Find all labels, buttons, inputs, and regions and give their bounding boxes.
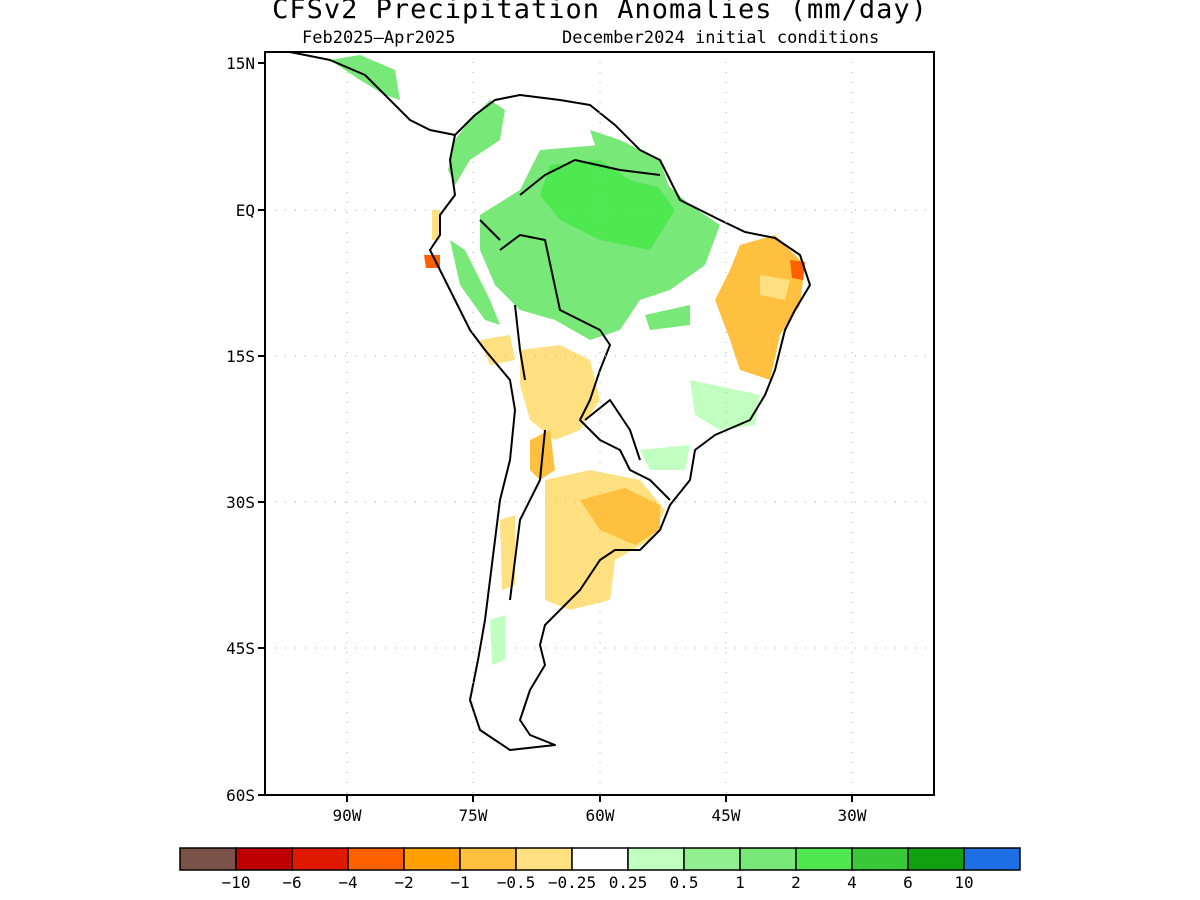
colorbar-swatch bbox=[795, 847, 853, 871]
guiana-wet-region bbox=[590, 130, 670, 190]
colorbar-tick-label: −10 bbox=[222, 873, 251, 892]
colorbar-swatch bbox=[179, 847, 237, 871]
peru-dry-strip bbox=[432, 210, 440, 240]
colorbar: −10 −6 −4 −2 −1 −0.5 −0.25 0.25 0.5 1 2 4 6 10 bbox=[179, 847, 1021, 892]
lat-label: EQ bbox=[236, 201, 255, 220]
colorbar-tick-label: 0.5 bbox=[670, 873, 699, 892]
latitude-axis: 15N EQ 15S 30S 45S 60S bbox=[226, 54, 265, 805]
colorbar-tick-label: 2 bbox=[791, 873, 801, 892]
colorbar-swatch bbox=[963, 847, 1021, 871]
lat-label: 45S bbox=[226, 639, 255, 658]
colorbar-swatch bbox=[291, 847, 349, 871]
colorbar-tick-label: −2 bbox=[394, 873, 413, 892]
colorbar-swatch bbox=[851, 847, 909, 871]
forecast-period: Feb2025–Apr2025 bbox=[302, 28, 456, 48]
longitude-axis: 90W 75W 60W 45W 30W bbox=[333, 795, 867, 825]
colorbar-tick-label: 1 bbox=[735, 873, 745, 892]
lon-label: 45W bbox=[712, 806, 741, 825]
colorbar-tick-label: −1 bbox=[450, 873, 469, 892]
lon-label: 90W bbox=[333, 806, 362, 825]
colorbar-swatch bbox=[347, 847, 405, 871]
lon-label: 30W bbox=[838, 806, 867, 825]
lat-label: 60S bbox=[226, 786, 255, 805]
colorbar-swatch bbox=[571, 847, 629, 871]
anomaly-shading bbox=[330, 55, 805, 665]
central-america-wet-region bbox=[330, 55, 400, 100]
colorbar-swatch bbox=[515, 847, 573, 871]
southern-dry-region bbox=[545, 470, 665, 610]
colorbar-swatch bbox=[403, 847, 461, 871]
colorbar-swatch bbox=[739, 847, 797, 871]
bolivia-dry-patch bbox=[480, 335, 515, 365]
patagonia-wet-strip bbox=[490, 615, 505, 665]
colorbar-tick-label: 6 bbox=[903, 873, 913, 892]
coastlines bbox=[289, 52, 811, 751]
northeast-dry-core bbox=[760, 275, 790, 300]
northeast-dry-edge bbox=[790, 260, 805, 280]
colorbar-tick-label: −0.5 bbox=[497, 873, 536, 892]
east-wet-patch bbox=[645, 305, 690, 330]
initial-conditions: December2024 initial conditions bbox=[562, 28, 880, 48]
southeast-wet-patch bbox=[690, 380, 760, 430]
colorbar-tick-label: 0.25 bbox=[609, 873, 648, 892]
central-america-coastline bbox=[289, 52, 456, 136]
colorbar-tick-label: 4 bbox=[847, 873, 857, 892]
chile-dry-strip bbox=[500, 515, 515, 590]
colorbar-tick-label: 10 bbox=[954, 873, 973, 892]
lat-label: 30S bbox=[226, 493, 255, 512]
lon-label: 60W bbox=[586, 806, 615, 825]
colorbar-swatch bbox=[683, 847, 741, 871]
andes-borders bbox=[479, 219, 641, 601]
lat-label: 15N bbox=[226, 54, 255, 73]
colorbar-tick-label: −6 bbox=[282, 873, 301, 892]
south-wet-patch bbox=[640, 445, 690, 470]
colorbar-tick-label: −4 bbox=[338, 873, 357, 892]
colorbar-swatch bbox=[907, 847, 965, 871]
colorbar-swatch bbox=[235, 847, 293, 871]
peru-dry-patch bbox=[424, 255, 440, 268]
chaco-dry-region bbox=[520, 345, 600, 440]
andes-wet-strip bbox=[450, 240, 500, 325]
lon-label: 75W bbox=[459, 806, 488, 825]
northeast-brazil-dry-region bbox=[715, 235, 805, 380]
brazil-border bbox=[499, 159, 671, 501]
lat-label: 15S bbox=[226, 347, 255, 366]
colorbar-swatch bbox=[459, 847, 517, 871]
northwest-wet-region bbox=[448, 100, 505, 185]
colorbar-tick-label: −0.25 bbox=[548, 873, 596, 892]
colorbar-swatch bbox=[627, 847, 685, 871]
south-america-coastline bbox=[429, 94, 811, 751]
map-title: CFSv2 Precipitation Anomalies (mm/day) bbox=[272, 0, 928, 25]
